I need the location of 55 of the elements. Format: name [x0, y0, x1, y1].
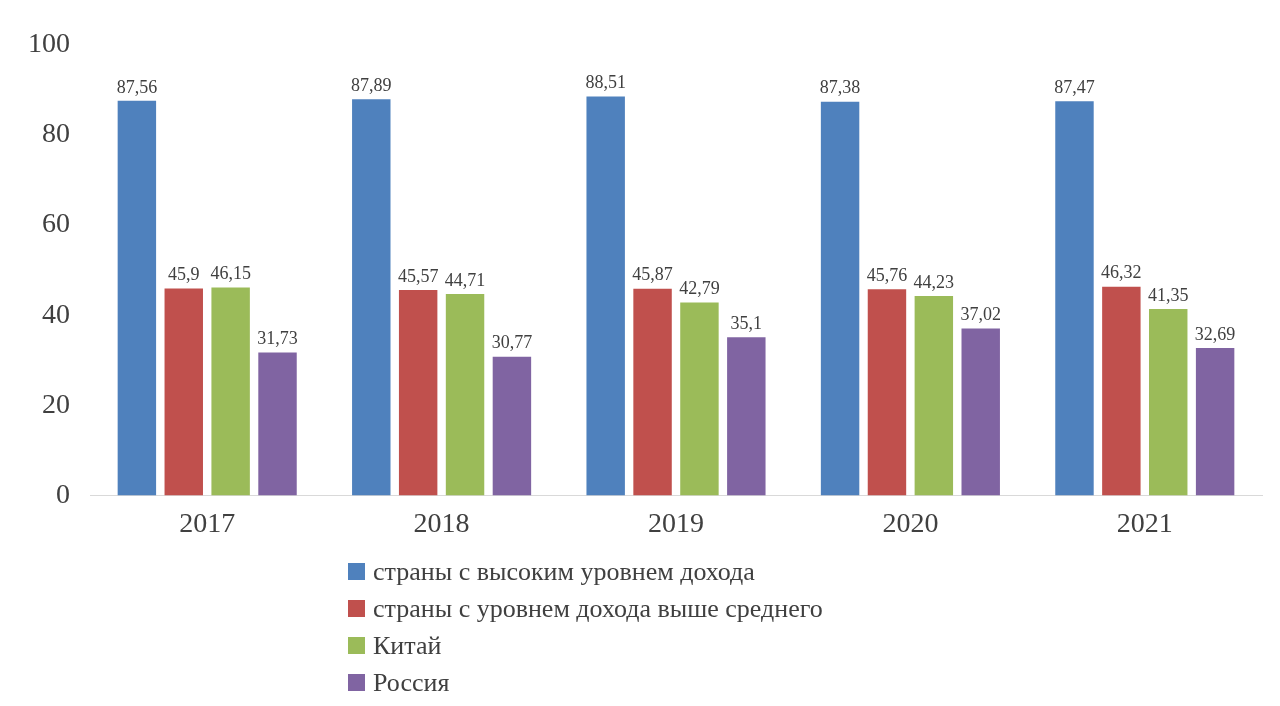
bar	[164, 288, 203, 496]
data-label: 42,79	[679, 278, 720, 299]
data-label: 44,71	[444, 269, 486, 290]
data-label: 45,57	[397, 265, 439, 286]
y-tick-label: 60	[42, 207, 70, 239]
bar	[867, 289, 907, 496]
x-tick-label: 2019	[648, 506, 704, 538]
y-tick-label: 20	[42, 387, 70, 419]
bar	[680, 302, 719, 496]
data-label: 87,56	[116, 76, 158, 97]
bar	[492, 356, 532, 496]
y-tick-label: 0	[56, 477, 70, 509]
data-label: 87,47	[1054, 76, 1095, 97]
y-tick-label: 40	[42, 297, 70, 329]
legend-label: страны с высоким уровнем дохода	[373, 556, 755, 588]
data-label: 44,23	[913, 271, 955, 292]
bar	[1055, 101, 1094, 496]
data-label: 45,87	[632, 264, 673, 285]
data-label: 46,32	[1101, 262, 1142, 283]
bar	[961, 328, 1000, 496]
legend-label: Китай	[373, 630, 442, 662]
data-label: 32,69	[1194, 323, 1236, 344]
bar	[117, 100, 157, 496]
y-tick-label: 80	[42, 117, 70, 149]
bar	[820, 101, 860, 496]
legend-label: страны с уровнем дохода выше среднего	[373, 593, 823, 625]
data-label: 45,9	[168, 264, 200, 285]
bar	[1195, 348, 1235, 496]
data-label: 87,38	[819, 77, 861, 98]
x-tick-label: 2017	[179, 506, 236, 538]
y-tick-label: 100	[28, 27, 70, 59]
x-tick-label: 2018	[413, 506, 470, 538]
x-tick-label: 2020	[882, 506, 939, 538]
data-label: 35,1	[730, 312, 763, 333]
bar	[914, 296, 954, 496]
x-tick-label: 2021	[1116, 506, 1173, 538]
bar	[211, 287, 250, 496]
data-label: 41,35	[1147, 284, 1189, 305]
bar	[586, 96, 625, 496]
bar	[1149, 309, 1188, 496]
data-label: 31,73	[257, 328, 298, 349]
data-label: 87,89	[351, 75, 392, 96]
bar	[445, 293, 485, 496]
bar	[633, 288, 672, 496]
bar	[1102, 286, 1141, 496]
data-label: 46,15	[210, 263, 251, 284]
bar	[398, 290, 438, 496]
data-label: 37,02	[960, 304, 1001, 325]
data-label: 30,77	[491, 332, 533, 353]
data-label: 45,76	[866, 264, 908, 285]
bar	[352, 99, 391, 496]
legend-label: Россия	[373, 667, 450, 699]
bar	[727, 337, 766, 496]
bar	[258, 352, 297, 496]
data-label: 88,51	[585, 72, 626, 93]
